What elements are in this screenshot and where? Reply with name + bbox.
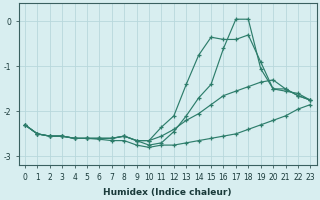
X-axis label: Humidex (Indice chaleur): Humidex (Indice chaleur) (103, 188, 232, 197)
